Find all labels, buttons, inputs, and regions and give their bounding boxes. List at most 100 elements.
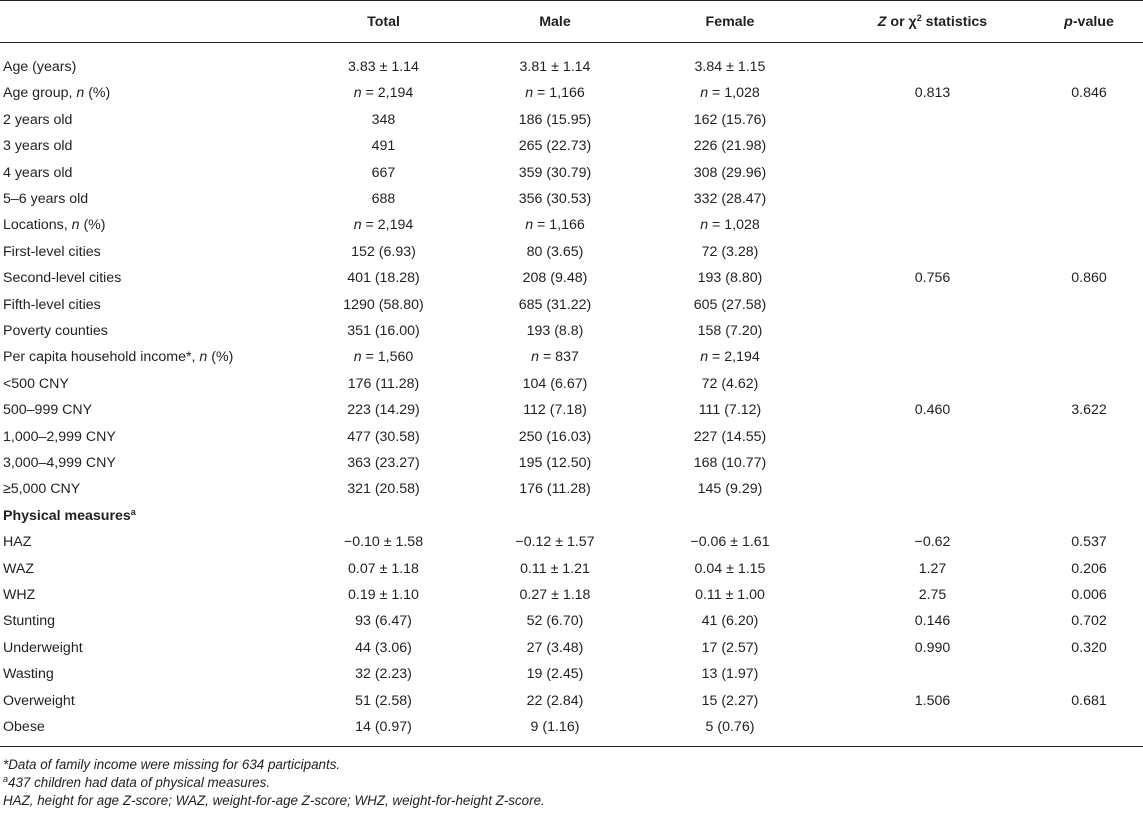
total-cell: 14 (0.97)	[355, 719, 412, 735]
table-row: 500–999 CNY 223 (14.29) 112 (7.18) 111 (7.1…	[0, 397, 1143, 423]
row-label: WHZ	[3, 587, 36, 603]
row-label: Second-level cities	[3, 270, 122, 287]
female-cell: 0.04 ± 1.15	[694, 560, 766, 577]
row-label: Poverty counties	[3, 323, 108, 339]
table-row: Overweight 51 (2.58) 22 (2.84) 15 (2.27) 1.5…	[0, 688, 1143, 714]
female-cell: n = 2,194	[700, 349, 760, 366]
female-cell: 227 (14.55)	[693, 428, 767, 445]
total-cell: 0.07 ± 1.18	[348, 560, 419, 577]
row-label: 3 years old	[3, 138, 73, 155]
header-female: Female	[705, 14, 755, 30]
row-label: Underweight	[3, 639, 83, 656]
row-label: First-level cities	[3, 243, 101, 260]
row-label: <500 CNY	[3, 375, 69, 392]
total-cell: −0.10 ± 1.58	[343, 534, 424, 551]
male-cell: 195 (12.50)	[518, 455, 592, 471]
row-label: 5–6 years old	[3, 191, 89, 207]
header-male: Male	[539, 14, 571, 30]
table-row: 4 years old 667 359 (30.79) 308 (29.96)	[0, 160, 1143, 186]
female-cell: 605 (27.58)	[693, 296, 767, 313]
row-label: 3,000–4,999 CNY	[3, 455, 116, 471]
table-row: WHZ 0.19 ± 1.10 0.27 ± 1.18 0.11 ± 1.00 2.75…	[0, 582, 1143, 608]
table-row: Obese 14 (0.97) 9 (1.16) 5 (0.76)	[0, 714, 1143, 740]
row-label: Obese	[3, 719, 45, 735]
top-rule	[0, 0, 1143, 1]
row-label: 1,000–2,999 CNY	[3, 428, 116, 445]
row-label: Overweight	[3, 692, 75, 709]
total-cell: 0.19 ± 1.10	[348, 587, 419, 603]
header-statistics: Z or χ2 statistics	[877, 13, 988, 31]
statistic-cell: 0.990	[914, 639, 951, 656]
total-cell: 491	[371, 138, 396, 155]
total-cell: n = 2,194	[353, 217, 414, 234]
male-cell: 52 (6.70)	[526, 613, 584, 630]
table-row: ≥5,000 CNY 321 (20.58) 176 (11.28) 145 (9.2…	[0, 476, 1143, 502]
row-label: Locations, n (%)	[3, 217, 106, 234]
header-rule	[0, 42, 1143, 43]
row-label: Wasting	[3, 666, 54, 683]
female-cell: 72 (4.62)	[701, 375, 759, 392]
table-row: Fifth-level cities 1290 (58.80) 685 (31.22…	[0, 292, 1143, 318]
female-cell: 308 (29.96)	[693, 164, 767, 181]
row-label: Stunting	[3, 613, 56, 630]
total-cell: 477 (30.58)	[347, 428, 420, 445]
statistic-cell: −0.62	[914, 534, 951, 551]
statistic-cell: 1.506	[914, 692, 951, 709]
row-label: Age (years)	[3, 59, 77, 75]
male-cell: 80 (3.65)	[526, 243, 584, 260]
row-label: 2 years old	[3, 111, 73, 128]
row-label: ≥5,000 CNY	[3, 481, 81, 498]
total-cell: n = 1,560	[353, 349, 414, 366]
p-value-cell: 0.320	[1071, 639, 1107, 656]
female-cell: 158 (7.20)	[697, 323, 763, 339]
male-cell: n = 837	[531, 349, 579, 366]
header-row: Total Male Female Z or χ2 statistics p-v…	[0, 9, 1143, 35]
table-row: 3,000–4,999 CNY 363 (23.27) 195 (12.50) 168…	[0, 450, 1143, 476]
male-cell: 0.11 ± 1.21	[520, 560, 590, 577]
total-cell: 363 (23.27)	[347, 455, 420, 471]
table-row: Age group, n (%) n = 2,194 n = 1,166 n = 1,…	[0, 80, 1143, 106]
female-cell: 13 (1.97)	[701, 666, 759, 683]
total-cell: 667	[371, 164, 396, 181]
male-cell: 265 (22.73)	[518, 138, 592, 155]
table-row: WAZ 0.07 ± 1.18 0.11 ± 1.21 0.04 ± 1.15 1.27…	[0, 556, 1143, 582]
total-cell: 351 (16.00)	[347, 323, 420, 339]
female-cell: 17 (2.57)	[701, 639, 759, 656]
male-cell: 0.27 ± 1.18	[519, 587, 591, 603]
male-cell: 176 (11.28)	[519, 481, 591, 498]
total-cell: n = 2,194	[353, 85, 414, 102]
table-row: Stunting 93 (6.47) 52 (6.70) 41 (6.20) 0.146…	[0, 608, 1143, 634]
table-row: Wasting 32 (2.23) 19 (2.45) 13 (1.97)	[0, 661, 1143, 687]
total-cell: 223 (14.29)	[347, 402, 420, 419]
p-value-cell: 3.622	[1071, 402, 1107, 419]
male-cell: 27 (3.48)	[526, 639, 584, 656]
row-label: Fifth-level cities	[3, 296, 101, 313]
total-cell: 348	[371, 111, 396, 128]
female-cell: 111 (7.12)	[698, 402, 762, 419]
male-cell: 3.81 ± 1.14	[519, 59, 591, 75]
total-cell: 32 (2.23)	[355, 666, 412, 683]
statistic-cell: 0.813	[914, 85, 951, 102]
statistic-cell: 0.460	[914, 402, 951, 419]
p-value-cell: 0.681	[1071, 692, 1107, 709]
table-row: Age (years) 3.83 ± 1.14 3.81 ± 1.14 3.84 ± …	[0, 54, 1143, 80]
total-cell: 688	[371, 191, 396, 207]
table-row: Locations, n (%) n = 2,194 n = 1,166 n = 1,…	[0, 212, 1143, 238]
p-value-cell: 0.206	[1071, 560, 1107, 577]
female-cell: 3.84 ± 1.15	[694, 59, 766, 75]
table-row: Poverty counties 351 (16.00) 193 (8.8) 158 …	[0, 318, 1143, 344]
male-cell: 112 (7.18)	[523, 402, 587, 419]
table-row: 3 years old 491 265 (22.73) 226 (21.98)	[0, 133, 1143, 159]
footnote-abbreviations: HAZ, height for age Z-score; WAZ, weight…	[3, 793, 545, 808]
total-cell: 3.83 ± 1.14	[348, 59, 419, 75]
row-label: Age group, n (%)	[3, 85, 111, 102]
table-row: Physical measuresa	[0, 503, 1143, 529]
female-cell: 332 (28.47)	[693, 191, 767, 207]
table-row: 5–6 years old 688 356 (30.53) 332 (28.47)	[0, 186, 1143, 212]
footnote-income: *Data of family income were missing for …	[3, 757, 341, 772]
table-row: Per capita household income*, n (%) n = 1…	[0, 344, 1143, 370]
row-label: WAZ	[3, 560, 34, 577]
total-cell: 176 (11.28)	[347, 375, 420, 392]
female-cell: 41 (6.20)	[701, 613, 759, 630]
male-cell: 359 (30.79)	[518, 164, 592, 181]
